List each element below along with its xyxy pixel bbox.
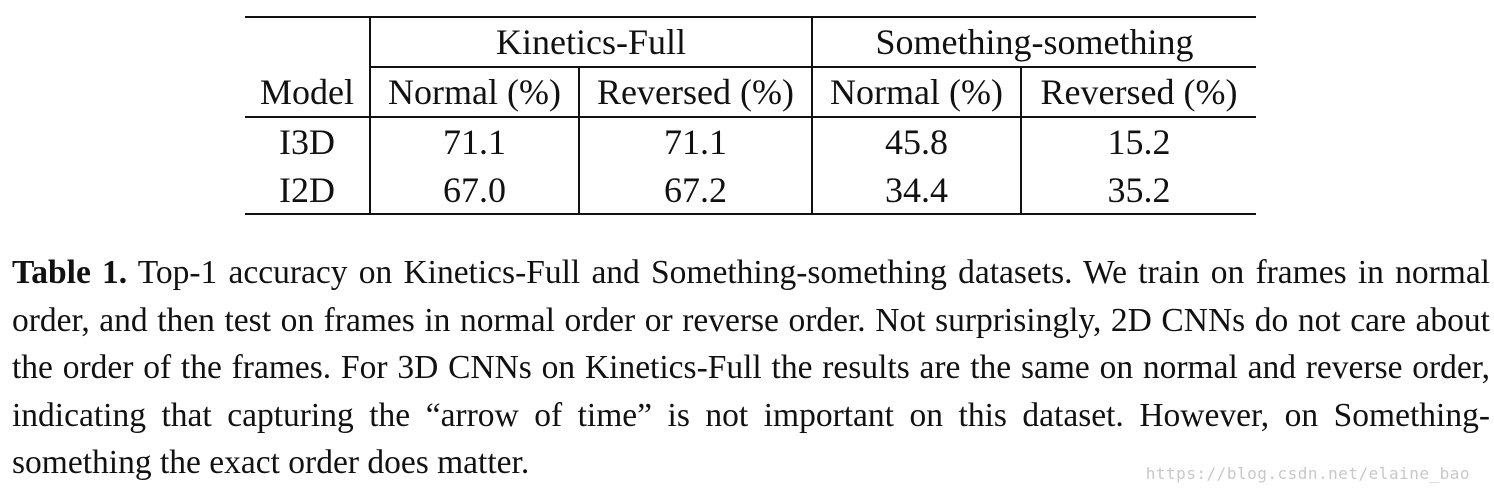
results-table: Kinetics-Full Something-something Model … xyxy=(245,16,1256,215)
model-cell: I2D xyxy=(245,166,370,215)
group-header-kinetics: Kinetics-Full xyxy=(369,16,812,68)
model-cell: I3D xyxy=(279,122,335,162)
kinetics-reversed-cell: 71.1 xyxy=(578,117,812,166)
watermark-url: https://blog.csdn.net/elaine_bao xyxy=(1145,464,1470,483)
something-reversed-cell: 15.2 xyxy=(1020,117,1256,166)
corner-cell xyxy=(245,16,370,67)
table-row: I2D 67.0 67.2 34.4 35.2 xyxy=(245,166,1256,215)
kinetics-normal-cell: 71.1 xyxy=(369,117,579,166)
kinetics-normal-cell: 67.0 xyxy=(369,166,579,215)
column-header-model: Model xyxy=(245,67,370,118)
table-row: I3D 71.1 71.1 45.8 15.2 xyxy=(245,117,1256,166)
caption-text: Top-1 accuracy on Kinetics-Full and Some… xyxy=(12,254,1490,481)
kinetics-reversed-cell: 67.2 xyxy=(578,166,812,215)
column-header-something-reversed: Reversed (%) xyxy=(1020,67,1256,118)
table-caption: Table 1. Top-1 accuracy on Kinetics-Full… xyxy=(12,249,1490,487)
column-header-row: Model Normal (%) Reversed (%) Normal (%)… xyxy=(245,67,1256,118)
caption-label: Table 1. xyxy=(12,254,128,291)
results-table-wrapper: Kinetics-Full Something-something Model … xyxy=(245,16,1256,215)
column-header-something-normal: Normal (%) xyxy=(811,67,1021,118)
column-header-kinetics-reversed: Reversed (%) xyxy=(578,67,812,118)
column-header-kinetics-normal: Normal (%) xyxy=(369,67,579,118)
group-header-something: Something-something xyxy=(811,16,1256,68)
something-normal-cell: 45.8 xyxy=(811,117,1021,166)
something-normal-cell: 34.4 xyxy=(811,166,1021,215)
group-header-row: Kinetics-Full Something-something xyxy=(245,16,1256,68)
something-reversed-cell: 35.2 xyxy=(1020,166,1256,215)
